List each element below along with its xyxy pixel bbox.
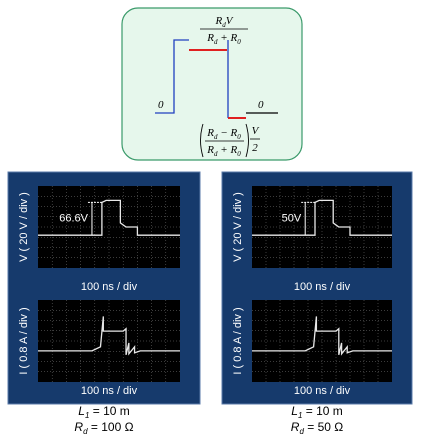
level-label: 0 — [158, 99, 164, 111]
level-label: 0 — [258, 99, 264, 111]
axis-label: 100 ns / div — [81, 281, 138, 293]
waveform-rise — [155, 39, 189, 114]
formula-part: R — [215, 15, 223, 27]
caption-part: L — [291, 404, 298, 418]
formula-part: R — [229, 32, 237, 44]
axis-label: 100 ns / div — [294, 281, 351, 293]
pulse-diagram: 0 0 RdV Rd + R0 Rd − R0 Rd + R0 V 2 — [121, 7, 303, 161]
formula-part: R — [206, 127, 214, 139]
formula-part: + — [218, 144, 231, 156]
axis-label: I ( 0.8 A / div ) — [232, 307, 244, 374]
factor-numerator: V — [252, 125, 260, 137]
formula-denominator: Rd + R0 — [206, 144, 241, 158]
scope-screen — [38, 186, 180, 268]
axis-label: 100 ns / div — [294, 385, 351, 397]
axis-label: V ( 20 V / div ) — [232, 192, 244, 262]
formula-part: R — [229, 127, 237, 139]
axis-label: V ( 20 V / div ) — [18, 192, 30, 262]
voltage-marker: 50V — [282, 212, 302, 224]
caption-part: = 100 Ω — [88, 420, 134, 434]
diagram-box — [121, 7, 303, 161]
voltage-marker: 66.6V — [59, 212, 88, 224]
formula-part: + — [218, 32, 231, 44]
caption-part: 1 — [298, 411, 302, 420]
parentheses — [200, 123, 249, 158]
formula-numerator: Rd − R0 — [206, 127, 241, 141]
caption-part: R — [74, 420, 83, 434]
axis-label: I ( 0.8 A / div ) — [18, 307, 30, 374]
formula-part: 0 — [237, 150, 241, 158]
caption-part: = 10 m — [302, 404, 342, 418]
factor-denominator: 2 — [252, 142, 258, 154]
scope-panel: 50V V ( 20 V / div ) 100 ns / div I ( 0.8 A… — [221, 171, 413, 405]
caption: L1 = 10 m — [291, 404, 343, 420]
caption-part: = 10 m — [89, 404, 129, 418]
formula-part: V — [226, 15, 234, 27]
axis-label: 100 ns / div — [81, 385, 138, 397]
caption-part: L — [78, 404, 85, 418]
formula-part: R — [229, 144, 237, 156]
formula-numerator: RdV — [215, 15, 234, 29]
caption-part: d — [83, 427, 88, 436]
formula-part: d — [214, 150, 218, 158]
caption: Rd = 50 Ω — [291, 420, 343, 436]
current-trace — [252, 316, 392, 356]
caption-part: 1 — [85, 411, 89, 420]
formula-part: R — [206, 32, 214, 44]
caption-part: R — [291, 420, 300, 434]
caption-part: d — [299, 427, 304, 436]
formula-part: d — [214, 38, 218, 46]
caption: Rd = 100 Ω — [74, 420, 133, 436]
formula-part: R — [206, 144, 214, 156]
current-trace — [38, 316, 180, 356]
voltage-trace — [38, 199, 180, 236]
formula-part: d — [214, 133, 218, 141]
formula-part: 0 — [237, 38, 241, 46]
formula-denominator: Rd + R0 — [206, 32, 241, 46]
formula-part: 0 — [237, 133, 241, 141]
scope-screen — [38, 300, 180, 382]
formula-part: − — [218, 127, 231, 139]
voltage-trace — [252, 199, 392, 236]
scope-panel: 66.6V V ( 20 V / div ) 100 ns / div I ( 0.8… — [7, 171, 201, 405]
formula-part: d — [222, 21, 226, 29]
caption: L1 = 10 m — [78, 404, 130, 420]
caption-part: = 50 Ω — [304, 420, 343, 434]
